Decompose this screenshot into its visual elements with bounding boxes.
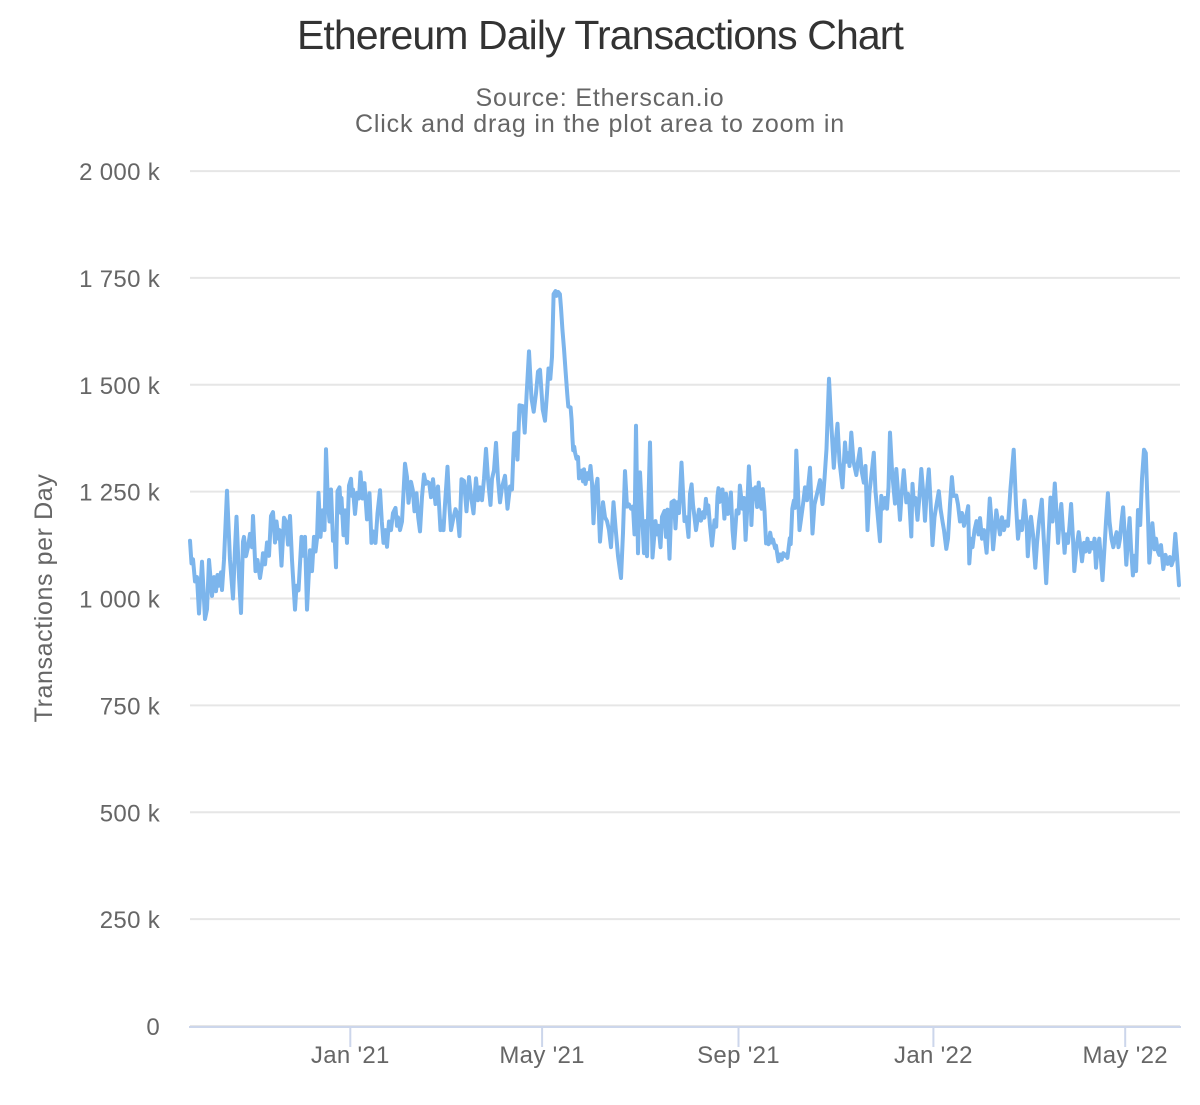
svg-text:Jan '21: Jan '21 bbox=[311, 1042, 390, 1069]
svg-text:Transactions per Day: Transactions per Day bbox=[30, 474, 58, 723]
svg-text:May '21: May '21 bbox=[499, 1042, 584, 1069]
svg-text:250 k: 250 k bbox=[100, 907, 161, 934]
svg-text:500 k: 500 k bbox=[100, 800, 161, 827]
svg-text:Click and drag in the plot are: Click and drag in the plot area to zoom … bbox=[355, 110, 845, 138]
svg-text:0: 0 bbox=[146, 1014, 160, 1041]
svg-text:1 250 k: 1 250 k bbox=[79, 480, 161, 507]
svg-text:750 k: 750 k bbox=[100, 693, 161, 720]
svg-text:Ethereum Daily Transactions Ch: Ethereum Daily Transactions Chart bbox=[297, 12, 905, 58]
svg-text:2 000 k: 2 000 k bbox=[79, 159, 161, 186]
svg-text:1 500 k: 1 500 k bbox=[79, 373, 161, 400]
svg-text:May '22: May '22 bbox=[1083, 1042, 1168, 1069]
svg-text:Jan '22: Jan '22 bbox=[894, 1042, 973, 1069]
svg-text:Source: Etherscan.io: Source: Etherscan.io bbox=[475, 84, 724, 112]
svg-text:1 000 k: 1 000 k bbox=[79, 587, 161, 614]
svg-text:1 750 k: 1 750 k bbox=[79, 266, 161, 293]
svg-text:Sep '21: Sep '21 bbox=[697, 1042, 780, 1069]
